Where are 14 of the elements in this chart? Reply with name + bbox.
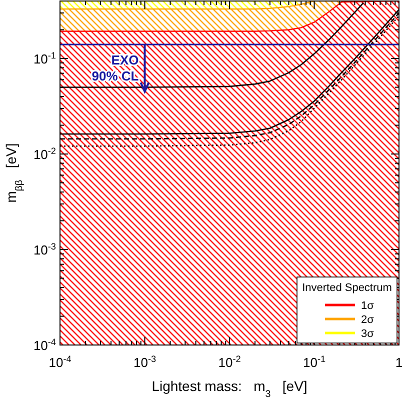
- y-tick-label: 10$^{-2}$: [33, 146, 56, 162]
- legend-label: 2σ: [361, 314, 374, 326]
- x-tick-label: 10$^{-1}$: [302, 354, 326, 370]
- x-tick-label: 1: [395, 355, 403, 370]
- x-tick-label: 10$^{-2}$: [218, 354, 241, 370]
- x-tick-label: 10$^{-3}$: [133, 354, 156, 370]
- legend-label: 3σ: [361, 328, 374, 340]
- x-tick-label: 10$^{-4}$: [48, 354, 72, 370]
- y-tick-label: 10$^{-3}$: [33, 242, 56, 258]
- legend-title: Inverted Spectrum: [302, 282, 392, 294]
- y-tick-label: 10$^{-4}$: [33, 337, 56, 353]
- legend-label: 1σ: [361, 300, 374, 312]
- x-axis-title: Lightest mass: m$_{3}$ [eV]: [152, 378, 308, 399]
- y-tick-label: 10$^{-1}$: [33, 50, 56, 66]
